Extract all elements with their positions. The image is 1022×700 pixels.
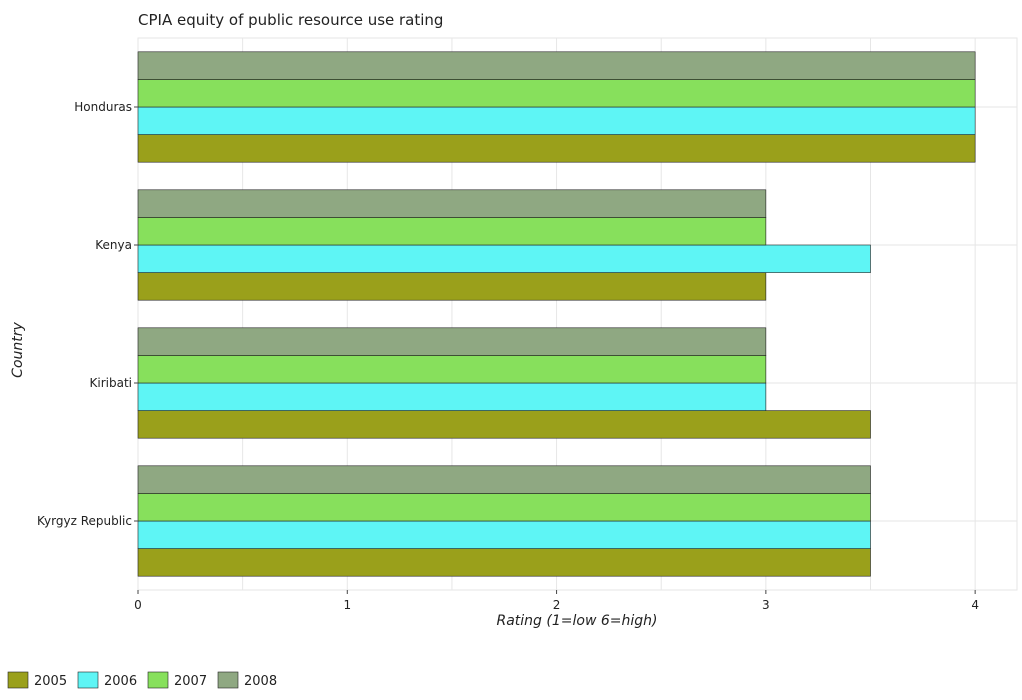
y-axis-ticks: Honduras Kenya Kiribati Kyrgyz Republic [37, 100, 138, 528]
legend-label-2007: 2007 [174, 674, 207, 689]
y-tick-label: Kyrgyz Republic [37, 514, 132, 528]
legend-label-2006: 2006 [104, 674, 137, 689]
bar-kiribati-2005 [137, 410, 871, 439]
legend-label-2008: 2008 [244, 674, 277, 689]
bar-kiribati-2006 [137, 382, 767, 411]
bar-kenya-2005 [137, 272, 767, 301]
x-tick-label: 2 [553, 598, 561, 612]
x-axis-label: Rating (1=low 6=high) [497, 613, 658, 629]
bar-kiribati-2008 [137, 327, 767, 356]
x-tick-label: 1 [343, 598, 351, 612]
legend-swatch-2007 [147, 671, 169, 689]
bar-kenya-2006 [137, 244, 871, 273]
bar-honduras-2006 [137, 106, 976, 135]
bar-kenya-2008 [137, 189, 767, 218]
y-tick-label: Kiribati [90, 376, 132, 390]
chart-title: CPIA equity of public resource use ratin… [138, 11, 443, 29]
bar-kyrgyz-republic-2008 [137, 465, 871, 494]
legend-swatch-2006 [77, 671, 99, 689]
y-tick-label: Kenya [95, 238, 132, 252]
bars [137, 51, 976, 577]
x-tick-label: 4 [971, 598, 979, 612]
x-tick-label: 0 [134, 598, 142, 612]
legend-label-2005: 2005 [34, 674, 67, 689]
bar-honduras-2007 [137, 79, 976, 108]
bar-kyrgyz-republic-2005 [137, 548, 871, 577]
legend-swatch-2005 [7, 671, 29, 689]
bar-kenya-2007 [137, 217, 767, 246]
y-tick-label: Honduras [74, 100, 132, 114]
bar-kiribati-2007 [137, 355, 767, 384]
legend-swatch-2008 [217, 671, 239, 689]
x-axis-ticks: 0 1 2 3 4 [134, 590, 979, 612]
legend: 2005 2006 2007 2008 [7, 671, 277, 689]
bar-honduras-2008 [137, 51, 976, 80]
bar-kyrgyz-republic-2006 [137, 520, 871, 549]
x-tick-label: 3 [762, 598, 770, 612]
y-axis-label: Country [10, 321, 26, 377]
bar-honduras-2005 [137, 134, 976, 163]
bar-kyrgyz-republic-2007 [137, 493, 871, 522]
